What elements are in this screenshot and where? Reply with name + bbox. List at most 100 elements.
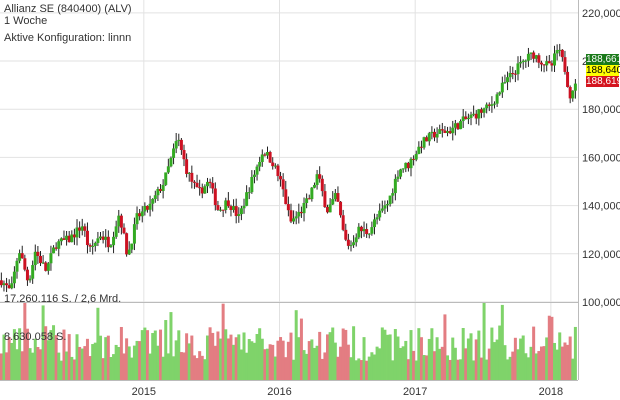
- candle-body: [506, 77, 510, 83]
- candle-body: [161, 184, 165, 192]
- volume-bar: [41, 305, 45, 380]
- volume-bar: [393, 329, 397, 380]
- candle-body: [138, 213, 142, 217]
- volume-bars: [0, 303, 577, 380]
- volume-bar: [440, 346, 444, 380]
- candle-body: [446, 131, 450, 133]
- volume-bar: [169, 312, 173, 380]
- volume-bar: [247, 339, 251, 380]
- candle-body: [513, 73, 517, 75]
- volume-bar: [573, 326, 577, 380]
- volume-bar: [503, 345, 507, 380]
- candle-body: [438, 129, 442, 134]
- candle-body: [341, 215, 345, 230]
- candle-body: [276, 165, 280, 177]
- volume-bar: [506, 359, 510, 380]
- candle-body: [143, 205, 147, 212]
- volume-bar: [263, 349, 267, 380]
- volume-bar: [242, 332, 246, 380]
- volume-bar: [187, 343, 191, 380]
- candle-body: [419, 146, 423, 148]
- volume-bar: [383, 329, 387, 380]
- candle-body: [179, 139, 183, 151]
- candle-body: [349, 245, 353, 247]
- candle-body: [487, 104, 491, 106]
- volume-bar: [341, 328, 345, 380]
- volume-bar: [380, 327, 384, 380]
- candle-body: [208, 181, 212, 184]
- candle-body: [521, 60, 525, 63]
- volume-bar: [482, 303, 486, 380]
- candle-body: [239, 208, 243, 215]
- year-tick-label: 2017: [403, 386, 427, 398]
- price-tick-label: 140,000: [582, 201, 620, 213]
- volume-bar: [85, 338, 89, 380]
- candle-body: [250, 176, 254, 193]
- volume-bar: [372, 354, 376, 380]
- candle-body: [286, 204, 290, 211]
- volume-bar: [508, 356, 512, 380]
- volume-bar: [495, 339, 499, 380]
- candle-body: [474, 113, 478, 119]
- volume-bar: [46, 340, 50, 380]
- candle-body: [482, 108, 486, 113]
- volume-bar: [352, 326, 356, 380]
- candle-body: [297, 211, 301, 217]
- volume-bar: [391, 360, 395, 380]
- candle-body: [216, 205, 220, 210]
- volume-bar: [474, 339, 478, 380]
- volume-bar: [12, 329, 16, 380]
- volume-bar: [333, 342, 337, 380]
- volume-bar: [216, 331, 220, 380]
- volume-bar: [425, 355, 429, 380]
- candle-body: [555, 50, 559, 54]
- candle-body: [427, 133, 431, 142]
- volume-bar: [198, 351, 202, 380]
- candle-body: [289, 210, 293, 222]
- candle-body: [498, 92, 502, 95]
- volume-bar: [558, 332, 562, 380]
- candle-body: [70, 234, 74, 243]
- candle-body: [195, 182, 199, 188]
- candle-body: [281, 179, 285, 190]
- volume-bar: [208, 327, 212, 380]
- candle-body: [151, 199, 155, 204]
- volume-bar: [378, 348, 382, 380]
- volume-bar: [2, 334, 6, 380]
- candle-body: [213, 188, 217, 206]
- volume-bar: [477, 330, 481, 380]
- candle-body: [112, 236, 116, 246]
- candle-body: [422, 137, 426, 148]
- volume-bar: [255, 334, 259, 380]
- volume-bar: [281, 340, 285, 380]
- volume-bar: [406, 359, 410, 380]
- price-badge-last: 188,640: [586, 65, 620, 76]
- candle-body: [333, 193, 337, 200]
- volume-bar: [318, 331, 322, 380]
- candle-body: [132, 224, 136, 244]
- candle-body: [38, 255, 42, 264]
- candle-body: [396, 176, 400, 179]
- candle-body: [511, 73, 515, 75]
- volume-bar: [532, 326, 536, 380]
- candle-body: [495, 94, 499, 104]
- candle-body: [119, 215, 123, 228]
- candle-body: [354, 237, 358, 243]
- candle-body: [15, 260, 19, 272]
- candle-body: [91, 245, 95, 247]
- candle-body: [93, 242, 97, 246]
- volume-bar: [96, 307, 100, 380]
- volume-bar: [547, 315, 551, 380]
- candle-body: [135, 213, 139, 225]
- volume-bar: [44, 326, 48, 380]
- candle-body: [159, 189, 163, 192]
- volume-bar: [537, 351, 541, 380]
- volume-bar: [568, 336, 572, 380]
- year-tick-label: 2018: [539, 386, 563, 398]
- volume-bar: [560, 346, 564, 380]
- volume-bar: [386, 334, 390, 380]
- volume-bar: [550, 316, 554, 380]
- candle-body: [49, 253, 53, 264]
- candle-body: [336, 193, 340, 202]
